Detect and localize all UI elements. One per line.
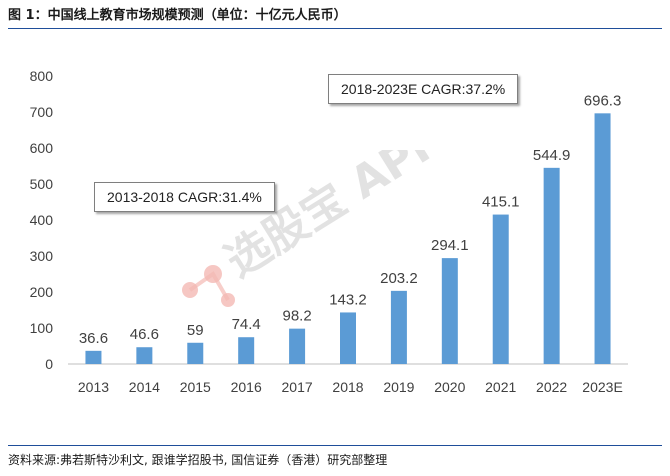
y-tick-label: 0 [45,356,53,372]
y-tick-label: 600 [30,140,54,156]
bar-2015 [187,342,204,364]
y-tick-label: 300 [30,248,54,264]
cagr-annotation-2018-2023: 2018-2023E CAGR:37.2% [328,74,519,104]
data-label-2016: 74.4 [232,316,261,333]
title-rule [8,28,662,29]
bar-2016 [238,337,255,364]
y-tick-label: 400 [30,212,54,228]
x-tick-label: 2019 [383,379,414,395]
bar-2019 [390,290,407,364]
data-label-2018: 143.2 [329,291,367,308]
x-tick-label: 2018 [332,379,363,395]
x-tick-label: 2016 [231,379,262,395]
footer-rule [8,445,662,446]
data-label-2020: 294.1 [431,237,469,254]
bar-2013 [85,350,102,364]
data-label-2015: 59 [187,322,204,339]
data-label-2023E: 696.3 [584,92,622,109]
x-tick-label: 2021 [485,379,516,395]
watermark-text: 选股宝 APP [217,150,453,287]
x-tick-label: 2013 [78,379,109,395]
data-label-2022: 544.9 [533,147,571,164]
x-tick-label: 2020 [434,379,465,395]
bar-2022 [543,167,560,364]
cagr-annotation-2013-2018: 2013-2018 CAGR:31.4% [94,182,275,212]
bar-2014 [136,347,153,364]
x-tick-label: 2022 [536,379,567,395]
watermark-logo-icon [182,265,235,307]
y-tick-label: 700 [30,104,54,120]
axes: 0 100 200 300 400 500 600 700 800 2013 2014 2015 201… [30,68,628,395]
data-label-2013: 36.6 [79,330,108,347]
bar-chart: 0 100 200 300 400 500 600 700 800 2013 2014 2015 201… [30,68,628,395]
y-tick-label: 200 [30,284,54,300]
bars [85,113,611,364]
x-tick-label: 2017 [282,379,313,395]
data-label-2017: 98.2 [282,308,311,325]
value-labels: 36.6 46.6 59 74.4 98.2 143.2 203.2 294.1 415.1 54… [79,92,621,346]
y-tick-label: 800 [30,68,54,84]
x-tick-label: 2015 [180,379,211,395]
data-label-2014: 46.6 [130,326,159,343]
bar-2021 [492,214,509,364]
data-label-2019: 203.2 [380,270,418,287]
x-tick-label: 2023E [582,379,622,395]
bar-2018 [340,312,356,364]
bar-2020 [441,258,458,364]
figure-title: 图 1：中国线上教育市场规模预测（单位：十亿元人民币） [8,8,347,23]
x-tick-label: 2014 [129,379,160,395]
watermark: 选股宝 APP [182,150,453,307]
bar-2017 [289,328,306,364]
source-note: 资料来源:弗若斯特沙利文, 跟谁学招股书, 国信证券（香港）研究部整理 [8,453,388,467]
y-tick-label: 100 [30,320,54,336]
y-tick-label: 500 [30,176,54,192]
bar-2023E [594,113,611,364]
data-label-2021: 415.1 [482,194,520,211]
